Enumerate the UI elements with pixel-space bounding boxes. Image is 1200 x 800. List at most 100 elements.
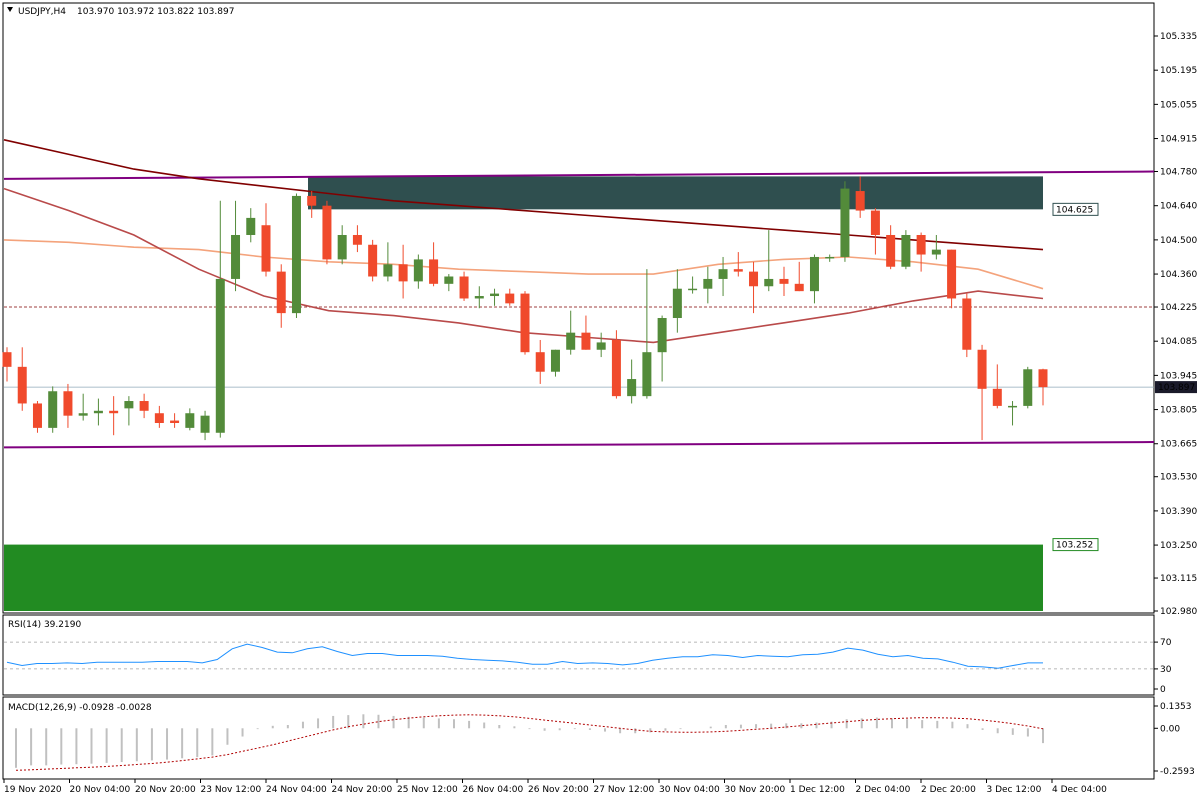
- candle-body: [246, 217, 256, 235]
- candle-body: [535, 352, 545, 372]
- candle-body: [139, 401, 149, 411]
- price-tick-label: 103.390: [1160, 507, 1197, 517]
- time-tick-label: 26 Nov 20:00: [528, 785, 589, 795]
- symbol-label: USDJPY,H4: [18, 7, 66, 17]
- candle-body: [276, 271, 286, 314]
- time-tick-label: 20 Nov 04:00: [70, 785, 131, 795]
- candle-body: [93, 410, 103, 414]
- candle-body: [703, 278, 713, 289]
- axis-layer: 105.335 105.195 105.055 104.915 104.780 104.6…: [3, 32, 1197, 795]
- time-tick-label: 25 Nov 12:00: [397, 785, 458, 795]
- price-tick-label: 104.225: [1160, 303, 1197, 313]
- candle-body: [413, 259, 423, 282]
- candle-body: [642, 352, 652, 397]
- price-tick-label: 104.360: [1160, 270, 1197, 280]
- price-layer: [2, 139, 1155, 611]
- candle-body: [200, 415, 210, 433]
- candle-body: [368, 244, 378, 277]
- channel-bottom-line: [3, 441, 1155, 449]
- rsi-layer: [4, 641, 1154, 670]
- resistance-zone: [308, 176, 1043, 210]
- candle-body: [901, 234, 911, 267]
- candle-body: [550, 349, 560, 372]
- main-price-pane[interactable]: [2, 2, 1155, 614]
- price-tick-label: 103.805: [1160, 406, 1197, 416]
- time-tick-label: 3 Dec 12:00: [987, 785, 1042, 795]
- price-tick-label: 103.665: [1160, 440, 1197, 450]
- price-tick-label: 104.085: [1160, 337, 1197, 347]
- candle-body: [337, 234, 347, 260]
- price-tick-label: 105.335: [1160, 32, 1197, 42]
- candle-body: [291, 195, 301, 314]
- candle-body: [1008, 405, 1018, 408]
- candle-body: [566, 332, 576, 350]
- rsi-pane[interactable]: [2, 614, 1155, 696]
- candle-body: [581, 332, 591, 350]
- candle-body: [429, 259, 439, 284]
- candle-body: [185, 413, 195, 428]
- candle-body: [749, 271, 759, 287]
- resistance-zone-label: 104.625: [1056, 205, 1093, 215]
- candle-body: [718, 269, 728, 279]
- candle-body: [947, 249, 957, 299]
- candle-body: [261, 225, 271, 272]
- support-zone-label: 103.252: [1056, 541, 1093, 551]
- candle-body: [1038, 369, 1048, 388]
- time-tick-label: 30 Nov 04:00: [659, 785, 720, 795]
- current-price-label: 103.897: [1158, 383, 1195, 393]
- time-tick-label: 4 Dec 04:00: [1052, 785, 1107, 795]
- candle-body: [992, 388, 1002, 406]
- candle-body: [1023, 369, 1033, 406]
- time-tick-label: 26 Nov 04:00: [463, 785, 524, 795]
- candle-body: [474, 296, 484, 299]
- moving-average-line-2: [3, 239, 1044, 290]
- candle-body: [322, 205, 332, 260]
- candle-body: [398, 264, 408, 282]
- time-tick-label: 27 Nov 12:00: [594, 785, 655, 795]
- candle-body: [825, 256, 835, 259]
- candle-body: [779, 278, 789, 284]
- time-tick-label: 2 Dec 20:00: [921, 785, 976, 795]
- time-tick-label: 20 Nov 20:00: [135, 785, 196, 795]
- candle-body: [520, 293, 530, 353]
- macd-tick-label: -0.2593: [1160, 767, 1195, 777]
- candle-body: [32, 403, 42, 428]
- candle-body: [231, 234, 241, 279]
- macd-layer: [15, 714, 1044, 771]
- time-tick-label: 1 Dec 12:00: [790, 785, 845, 795]
- candle-body: [383, 264, 393, 277]
- candle-body: [916, 234, 926, 255]
- candle-body: [611, 339, 621, 397]
- price-tick-label: 104.500: [1160, 236, 1197, 246]
- macd-tick-label: 0.00: [1160, 724, 1180, 734]
- price-tick-label: 105.195: [1160, 66, 1197, 76]
- symbol-dropdown-icon[interactable]: [7, 7, 13, 12]
- candle-body: [215, 278, 225, 433]
- time-tick-label: 24 Nov 20:00: [332, 785, 393, 795]
- candle-body: [977, 349, 987, 389]
- candle-body: [870, 210, 880, 235]
- candle-body: [48, 391, 58, 428]
- moving-average-line-1: [3, 139, 1044, 251]
- candle-body: [124, 401, 134, 409]
- current-price-badge: [1155, 381, 1197, 394]
- price-tick-label: 104.915: [1160, 135, 1197, 145]
- macd-pane[interactable]: [2, 696, 1155, 780]
- candle-body: [886, 234, 896, 267]
- candle-body: [627, 379, 637, 397]
- price-tick-label: 104.640: [1160, 202, 1197, 212]
- macd-signal-line: [15, 714, 1044, 771]
- candle-body: [109, 410, 119, 414]
- rsi-tick-label: 0: [1160, 685, 1166, 695]
- price-tick-label: 104.780: [1160, 168, 1197, 178]
- candle-body: [672, 288, 682, 319]
- candle-body: [154, 413, 164, 423]
- macd-title: MACD(12,26,9) -0.0928 -0.0028: [8, 703, 152, 713]
- rsi-tick-label: 70: [1160, 638, 1172, 648]
- rsi-line: [6, 643, 1043, 669]
- resistance-zone-label-box: [1052, 202, 1099, 216]
- candle-body: [170, 420, 180, 423]
- candle-body: [733, 269, 743, 272]
- price-tick-label: 103.115: [1160, 574, 1197, 584]
